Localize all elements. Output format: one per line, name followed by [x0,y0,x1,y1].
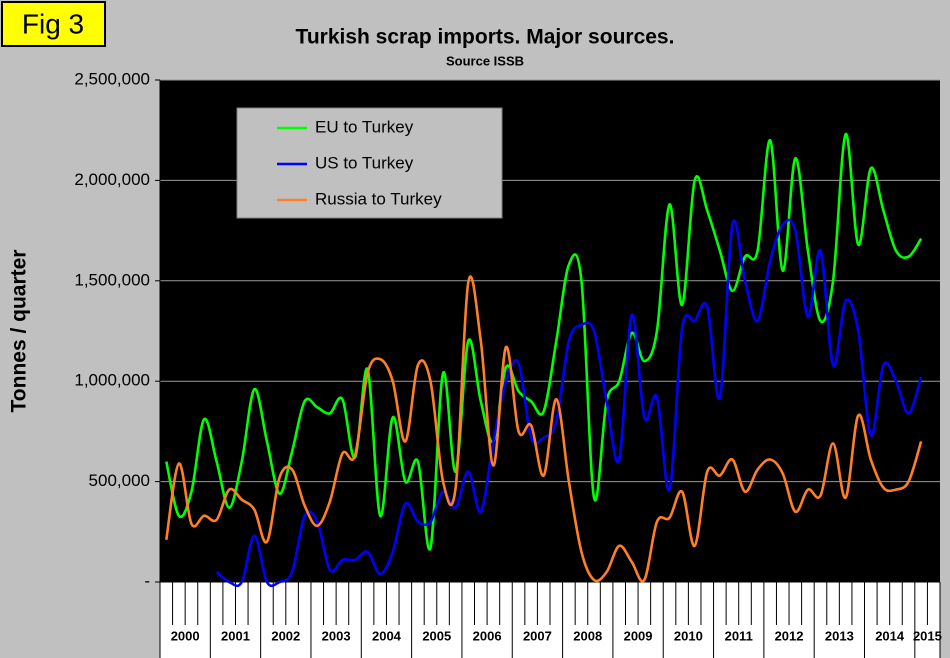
y-tick-label: 500,000 [89,471,150,490]
x-tick-label: 2008 [573,628,602,643]
x-tick-label: 2006 [473,628,502,643]
y-axis-label: Tonnes / quarter [8,250,31,413]
y-tick-label: 1,000,000 [74,371,150,390]
x-tick-label: 2004 [372,628,402,643]
chart-subtitle: Source ISSB [446,53,524,68]
x-tick-label: 2013 [825,628,854,643]
series-line [165,132,923,551]
series-line [165,275,923,583]
y-tick-label: - [144,571,150,590]
chart-title: Turkish scrap imports. Major sources. [296,26,675,49]
x-tick-label: 2009 [624,628,653,643]
x-tick-label: 2005 [422,628,451,643]
x-tick-label: 2010 [674,628,703,643]
y-tick-label: 2,000,000 [74,170,150,189]
x-tick-label: 2003 [322,628,351,643]
x-tick-label: 2014 [875,628,905,643]
x-tick-label: 2002 [271,628,300,643]
legend-label: EU to Turkey [315,117,414,136]
y-tick-label: 1,500,000 [74,270,150,289]
y-tick-label: 2,500,000 [74,69,150,88]
series-line [215,218,923,588]
legend-label: US to Turkey [315,153,414,172]
x-tick-label: 2001 [221,628,250,643]
x-tick-label: 2007 [523,628,552,643]
x-tick-label: 2000 [171,628,200,643]
badge-box [1,1,106,47]
x-tick-label: 2015 [913,628,942,643]
x-tick-label: 2011 [725,628,753,643]
badge: Fig 3 [22,8,84,39]
legend-label: Russia to Turkey [315,189,442,208]
x-tick-label: 2012 [775,628,804,643]
